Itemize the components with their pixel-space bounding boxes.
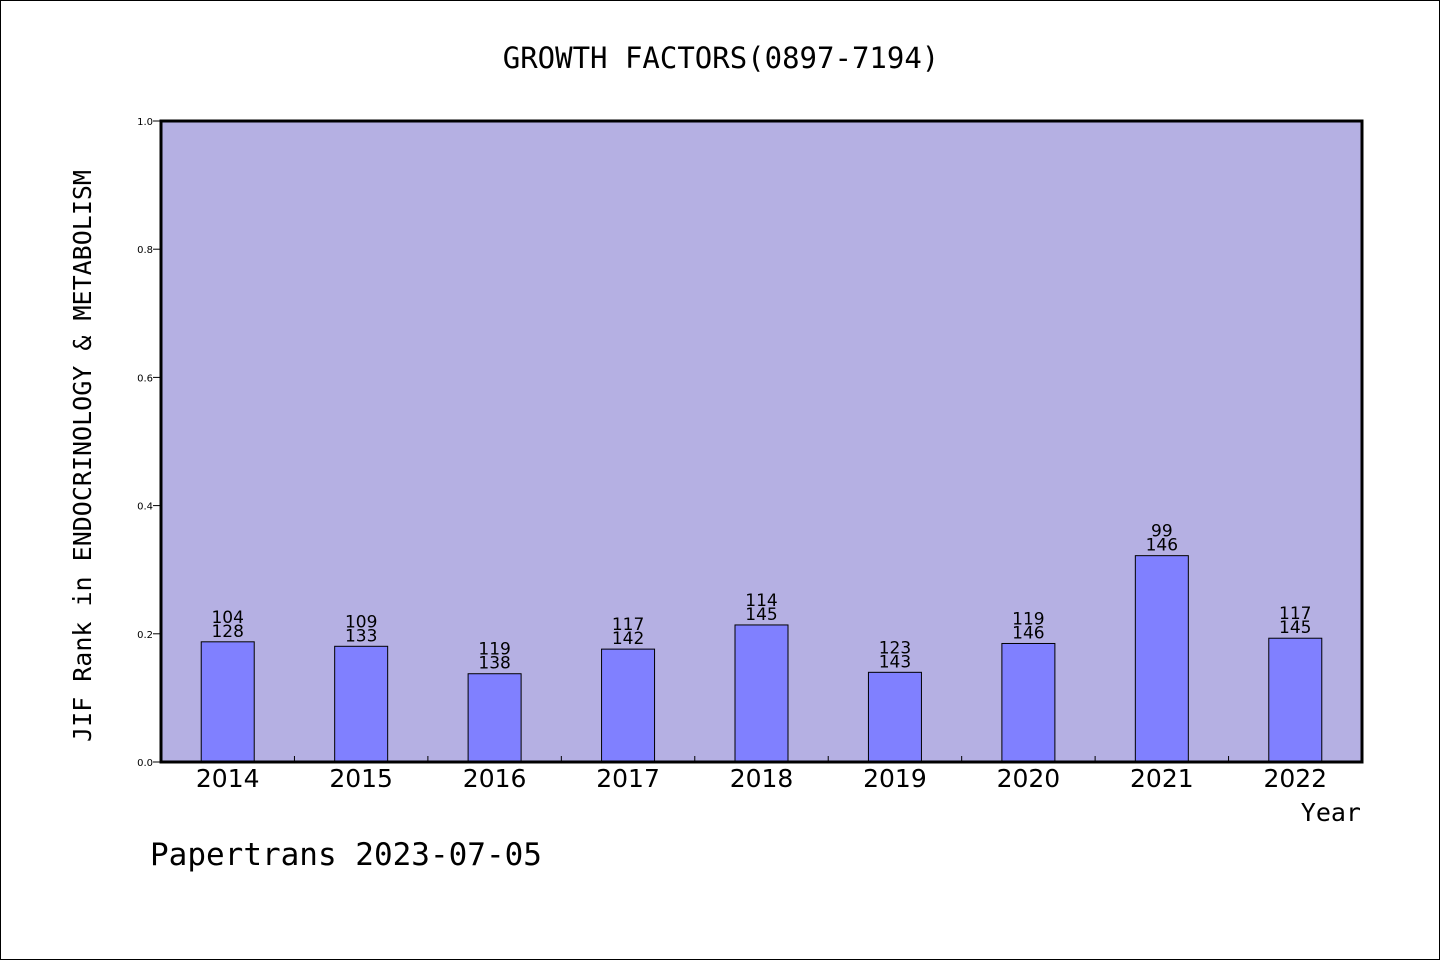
plot-border [159,119,1364,764]
bar-rank-label: 114 [745,591,777,611]
x-axis: 2014 2015 2016 2017 2018 2019 2020 2021 2022 [196,756,1327,793]
bar-total-label: 146 [1146,536,1178,556]
y-tick-label: 0.0 [137,758,153,769]
bar-2014 [200,641,255,763]
x-tick-label: 2014 [196,764,260,793]
y-tick-label: 0.2 [137,630,153,641]
bar-2022 [1268,637,1323,763]
x-tick-label: 2015 [329,764,393,793]
bar-rank-label: 104 [211,608,243,628]
bar-2015 [334,645,389,763]
bar-rank-label: 109 [345,612,377,632]
bar-rank-label: 119 [1012,609,1044,629]
x-tick-label: 2017 [596,764,660,793]
y-tick-label: 0.6 [137,373,153,384]
bar-total-label: 142 [612,629,644,649]
bar-rank-label: 117 [1279,604,1311,624]
bar-rank-label: 117 [612,615,644,635]
y-tick-label: 0.4 [137,502,153,513]
bar-rank-label: 119 [478,640,510,660]
x-tick-label: 2019 [863,764,927,793]
x-tick-label: 2020 [997,764,1061,793]
bar-2016 [467,673,522,763]
y-tick-label: 1.0 [137,117,153,128]
bar-total-label: 133 [345,626,377,646]
x-tick-label: 2018 [730,764,794,793]
footer-credit: Papertrans 2023-07-05 [150,837,542,873]
x-tick-label: 2021 [1130,764,1194,793]
bars-group [200,555,1323,763]
y-axis: 0.0 0.2 0.4 0.6 0.8 1.0 [137,117,161,769]
x-axis-label: Year [1301,798,1361,827]
bar-2019 [867,671,922,763]
y-tick-label: 0.8 [137,245,153,256]
bar-total-label: 128 [211,622,243,642]
bar-total-label: 138 [478,654,510,674]
bar-total-label: 145 [745,605,777,625]
bar-2018 [734,624,789,763]
x-tick-label: 2016 [463,764,527,793]
chart-title: GROWTH FACTORS(0897-7194) [503,41,940,75]
bar-2017 [601,648,656,763]
bar-total-label: 143 [879,652,911,672]
bar-total-label: 146 [1012,623,1044,643]
bar-total-label: 145 [1279,618,1311,638]
y-axis-label: JIF Rank in ENDOCRINOLOGY & METABOLISM [68,170,97,742]
bar-2020 [1001,642,1056,763]
bar-rank-label: 123 [879,638,911,658]
x-tick-label: 2022 [1263,764,1327,793]
bar-rank-label: 99 [1151,522,1173,542]
bar-2021 [1134,555,1189,763]
